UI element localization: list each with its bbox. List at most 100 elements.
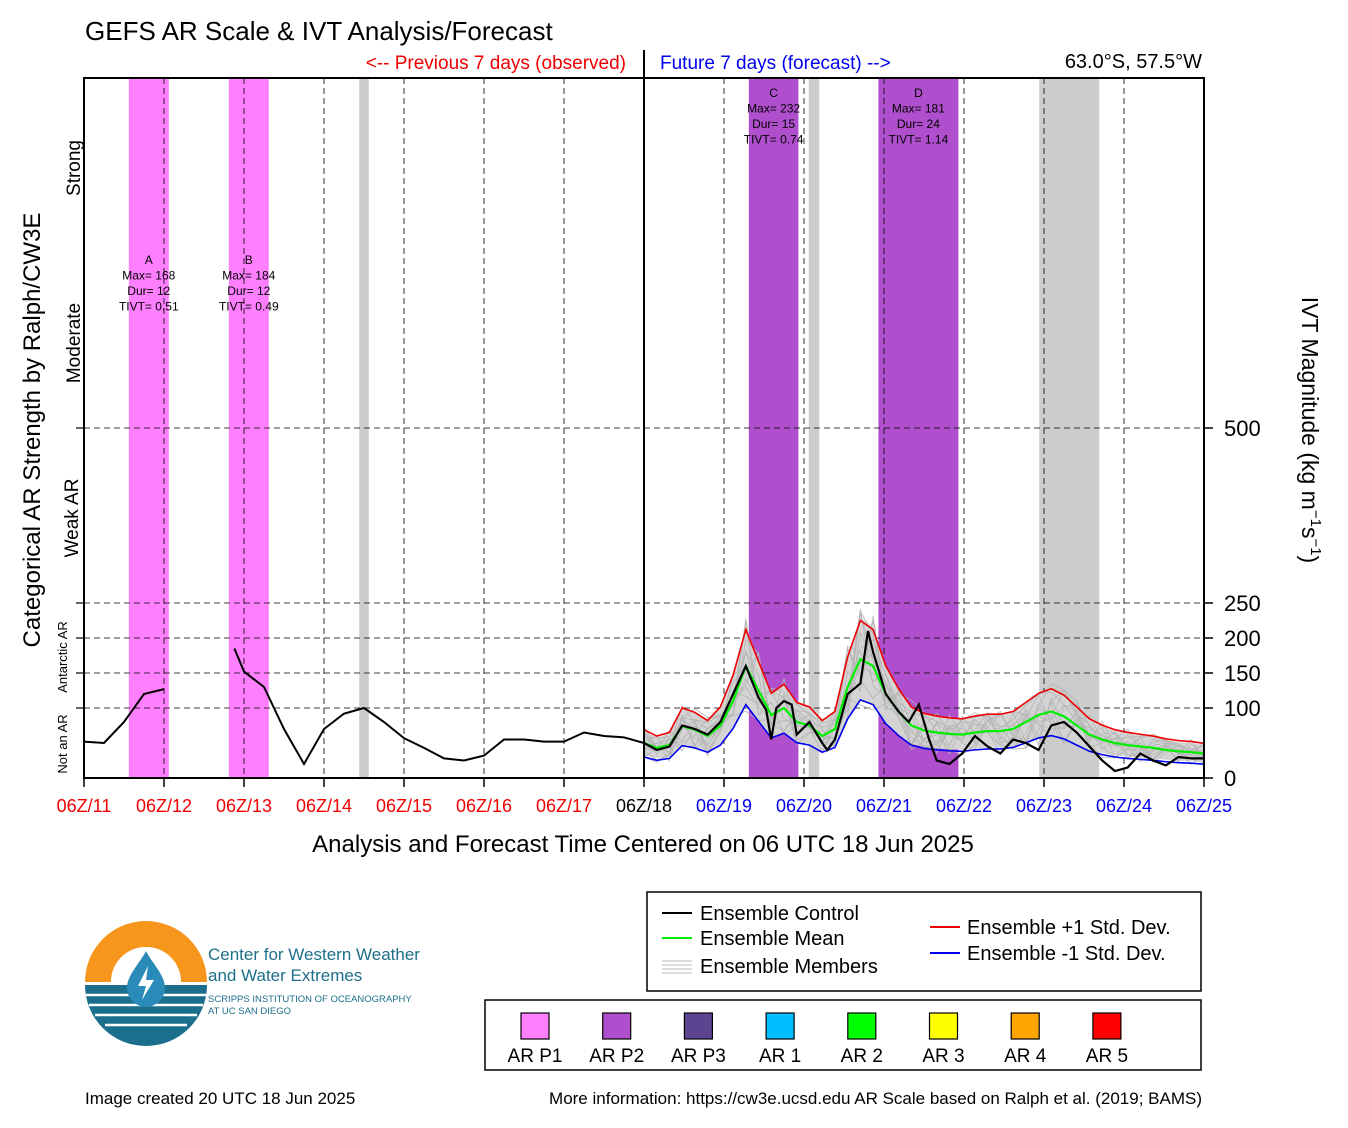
line-legend-box (646, 891, 1202, 992)
logo-orange-arc (85, 921, 207, 982)
ar-event-label-c: Max= 232 (747, 102, 800, 116)
legend-swatch-members (662, 960, 692, 974)
y-right-tick-label: 150 (1224, 661, 1261, 686)
scale-label: AR 1 (759, 1046, 801, 1067)
ar-event-label-d: Max= 181 (892, 102, 945, 116)
line-legend: Ensemble Control Ensemble Mean Ensemble … (646, 891, 1202, 992)
legend-label-control: Ensemble Control (700, 903, 859, 925)
ar-event-label-c: Dur= 15 (752, 117, 795, 131)
series-ensemble-control (643, 630, 1204, 773)
ar-event-label-d: D (914, 86, 923, 100)
y-right-label-exp: −1 (1307, 538, 1324, 555)
legend-label-mean: Ensemble Mean (700, 928, 845, 950)
x-tick-label: 06Z/23 (1016, 796, 1072, 816)
ensemble-member-line (643, 615, 1205, 761)
ensemble-member-line (643, 648, 1205, 758)
scale-label: AR 2 (841, 1046, 883, 1067)
scale-swatch-ar-1 (765, 1012, 795, 1040)
x-tick-label: 06Z/18 (616, 796, 672, 816)
y-right-label-part: IVT Magnitude (kg m (1297, 297, 1323, 510)
series-minus-std (643, 698, 1205, 765)
y-right-tick-label: 100 (1224, 696, 1261, 721)
ar-event-label-b: Max= 184 (222, 269, 275, 283)
ar-event-label-a: Max= 168 (122, 269, 175, 283)
x-tick-label: 06Z/14 (296, 796, 352, 816)
scale-label: AR 5 (1086, 1046, 1128, 1067)
category-antarctic-ar: Antarctic AR (55, 621, 70, 693)
scale-swatch-ar-p1 (520, 1012, 550, 1040)
scale-swatch-ar-4 (1010, 1012, 1040, 1040)
scale-swatch-ar-p3 (683, 1012, 714, 1040)
previous-days-label: <-- Previous 7 days (observed) (366, 53, 626, 74)
category-weak-ar: Weak AR (62, 479, 83, 558)
legend-label-minus-std: Ensemble -1 Std. Dev. (967, 943, 1166, 965)
ar-event-label-a: Dur= 12 (127, 284, 170, 298)
y-axis-right-label: IVT Magnitude (kg m−1s−1) (1297, 297, 1324, 563)
category-strong: Strong (64, 140, 85, 196)
legend-label-plus-std: Ensemble +1 Std. Dev. (967, 917, 1171, 939)
scale-swatch-ar-2 (847, 1012, 877, 1040)
category-not-an-ar: Not an AR (55, 714, 70, 773)
scale-label: AR P3 (671, 1046, 726, 1067)
ensemble-member-line (643, 653, 1205, 764)
ar-event-label-a: A (145, 253, 153, 267)
logo-line1: Center for Western Weather (208, 945, 420, 964)
scale-swatch-ar-3 (928, 1012, 959, 1040)
footer-created: Image created 20 UTC 18 Jun 2025 (85, 1089, 355, 1108)
y-right-tick-label: 500 (1224, 416, 1261, 441)
x-tick-label: 06Z/21 (856, 796, 912, 816)
ar-event-label-b: TIVT= 0.49 (219, 300, 279, 314)
x-tick-label: 06Z/13 (216, 796, 272, 816)
future-days-label: Future 7 days (forecast) --> (660, 53, 891, 74)
scale-swatch-ar-p2 (602, 1012, 632, 1040)
logo-line2: and Water Extremes (208, 966, 362, 985)
data-layer (83, 608, 1205, 773)
logo-line4: AT UC SAN DIEGO (208, 1006, 291, 1017)
ar-event-label-d: TIVT= 1.14 (889, 133, 949, 147)
ensemble-member-line (643, 638, 1205, 761)
scale-label: AR P1 (508, 1046, 563, 1067)
x-axis-label: Analysis and Forecast Time Centered on 0… (312, 831, 974, 858)
chart-title: GEFS AR Scale & IVT Analysis/Forecast (85, 16, 553, 46)
x-tick-label: 06Z/22 (936, 796, 992, 816)
y-right-label-part: ) (1297, 556, 1323, 564)
lightning-icon (138, 966, 154, 1000)
x-tick-label: 06Z/19 (696, 796, 752, 816)
x-tick-label: 06Z/15 (376, 796, 432, 816)
footer-info: More information: https://cw3e.ucsd.edu … (549, 1089, 1202, 1108)
x-tick-label: 06Z/11 (57, 796, 112, 816)
ar-event-label-c: TIVT= 0.74 (744, 133, 804, 147)
ar-event-label-b: Dur= 12 (227, 284, 270, 298)
scale-label: AR 3 (922, 1046, 964, 1067)
ar-event-label-b: B (245, 253, 253, 267)
cw3e-logo: Center for Western Weather and Water Ext… (85, 921, 420, 1046)
y-right-tick-label: 200 (1224, 626, 1261, 651)
x-tick-label: 06Z/24 (1096, 796, 1152, 816)
scale-swatch-ar-5 (1092, 1012, 1122, 1040)
logo-line3: SCRIPPS INSTITUTION OF OCEANOGRAPHY (208, 994, 412, 1005)
y-right-label-exp: −1 (1307, 510, 1324, 527)
axis-layer: 06Z/11 06Z/12 06Z/13 06Z/14 06Z/15 06Z/16 06Z/… (57, 50, 1261, 816)
ar-event-label-c: C (769, 86, 778, 100)
scale-label: AR 4 (1004, 1046, 1047, 1067)
x-tick-label: 06Z/17 (536, 796, 592, 816)
y-right-tick-label: 0 (1224, 766, 1236, 791)
series-plus-std (643, 619, 1205, 745)
scale-legend: AR P1 AR P2 AR P3 AR 1 AR 2 AR 3 AR 4 AR 5 (508, 1012, 1128, 1067)
y-right-label-part: s (1297, 527, 1323, 539)
x-tick-label: 06Z/12 (136, 796, 192, 816)
x-tick-label: 06Z/20 (776, 796, 832, 816)
ar-event-label-d: Dur= 24 (897, 117, 940, 131)
series-ensemble-mean (643, 657, 1205, 755)
series-observed (83, 688, 165, 745)
y-axis-left-label: Categorical AR Strength by Ralph/CW3E (19, 213, 46, 648)
x-tick-label: 06Z/16 (456, 796, 512, 816)
x-tick-label: 06Z/25 (1176, 796, 1232, 816)
scale-label: AR P2 (589, 1046, 644, 1067)
location-label: 63.0°S, 57.5°W (1065, 51, 1202, 73)
category-moderate: Moderate (64, 303, 85, 383)
y-right-tick-label: 250 (1224, 591, 1261, 616)
series-observed (233, 648, 645, 767)
